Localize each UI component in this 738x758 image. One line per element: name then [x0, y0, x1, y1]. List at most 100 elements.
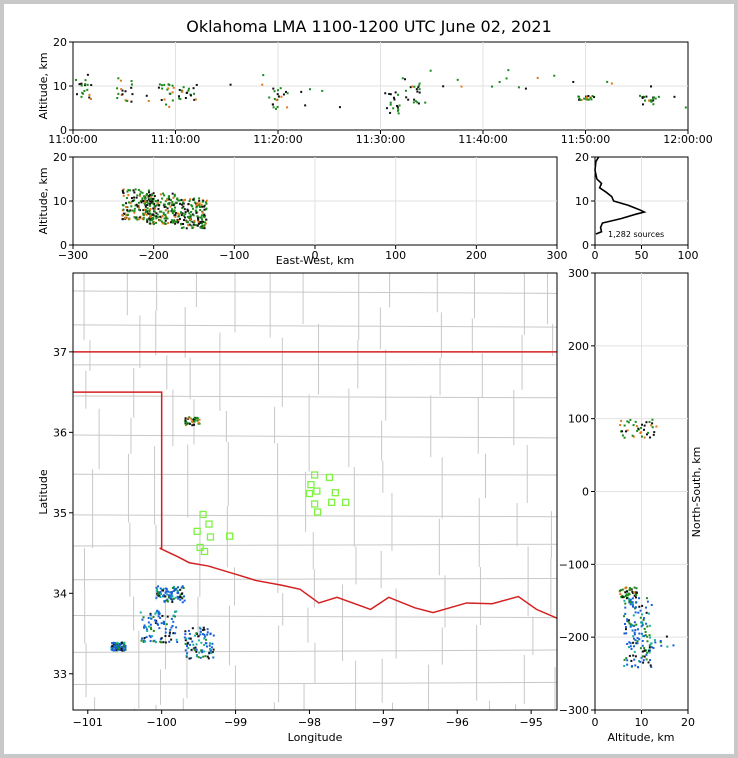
source-point [184, 198, 187, 201]
source-point [134, 204, 137, 207]
source-point [198, 204, 201, 207]
source-point [159, 591, 162, 594]
source-point [625, 593, 628, 596]
source-point [203, 221, 206, 224]
source-point [651, 426, 654, 429]
source-point [640, 632, 643, 635]
source-point [206, 633, 209, 636]
source-point [166, 207, 169, 210]
source-point [177, 215, 180, 218]
source-point [629, 601, 632, 604]
source-point [642, 103, 645, 106]
source-point [171, 84, 174, 87]
source-point [208, 644, 211, 647]
source-point [631, 602, 634, 605]
time-tick-label: 12:00:00 [663, 133, 712, 146]
source-point [202, 629, 205, 632]
altitude-tick-label: 0 [60, 124, 67, 137]
source-point [204, 635, 207, 638]
source-point [645, 611, 648, 614]
source-point [197, 220, 200, 223]
source-point [143, 624, 146, 627]
source-point [141, 191, 144, 194]
source-point [127, 194, 130, 197]
source-point [640, 435, 643, 438]
source-point [174, 588, 177, 591]
source-point [164, 634, 167, 637]
source-point [165, 217, 168, 220]
source-point [272, 106, 275, 109]
source-point [633, 586, 636, 589]
source-point [130, 200, 133, 203]
source-point [156, 591, 159, 594]
source-point [659, 639, 662, 642]
source-point [174, 211, 177, 214]
source-point [623, 658, 626, 661]
source-point [172, 598, 175, 601]
source-point [626, 643, 629, 646]
source-point [142, 218, 145, 221]
source-point [88, 93, 91, 96]
source-point [151, 199, 154, 202]
source-point [114, 648, 117, 651]
source-point [195, 632, 198, 635]
source-point [650, 85, 653, 88]
ew-altitude-y-ticks: 0 10 20 [53, 151, 73, 252]
source-point [122, 194, 125, 197]
source-point [121, 204, 124, 207]
source-point [647, 650, 650, 653]
source-point [634, 611, 637, 614]
source-point [147, 202, 150, 205]
plan-view-panel: −101 −100 −99 −98 −97 −96 −95 33 34 35 36 37 Longi… [37, 272, 558, 744]
source-point [624, 591, 627, 594]
source-point [168, 105, 171, 108]
source-point [121, 89, 124, 92]
source-point [162, 203, 165, 206]
source-point [177, 219, 180, 222]
source-point [553, 74, 556, 77]
source-point [149, 200, 152, 203]
source-point [623, 436, 626, 439]
source-point [150, 628, 153, 631]
source-point [195, 643, 198, 646]
source-point [618, 589, 621, 592]
source-point [133, 207, 136, 210]
source-point [157, 585, 160, 588]
source-point [112, 645, 115, 648]
source-point [635, 594, 638, 597]
source-point [644, 634, 647, 637]
source-point [286, 106, 289, 109]
source-point [185, 423, 188, 426]
source-point [639, 609, 642, 612]
source-point [194, 98, 197, 101]
source-point [203, 213, 206, 216]
source-point [273, 90, 276, 93]
source-point [629, 625, 632, 628]
source-point [122, 645, 125, 648]
source-point [652, 98, 655, 101]
source-point [424, 101, 427, 104]
source-point [117, 647, 120, 650]
source-point [140, 201, 143, 204]
county-line [73, 324, 557, 328]
station-marker [206, 533, 215, 541]
source-point [185, 654, 188, 657]
source-point [122, 191, 125, 194]
source-point [624, 594, 627, 597]
source-point [181, 212, 184, 215]
source-point [634, 606, 637, 609]
source-point [652, 103, 655, 106]
source-point [632, 635, 635, 638]
source-point [199, 216, 202, 219]
count-tick-label: 100 [678, 249, 699, 262]
source-point [648, 648, 651, 651]
source-point [632, 614, 635, 617]
source-point [163, 217, 166, 220]
source-point [200, 203, 203, 206]
source-point [197, 217, 200, 220]
source-point [164, 213, 167, 216]
county-line [73, 514, 557, 518]
source-point [635, 623, 638, 626]
source-point [580, 99, 583, 102]
station-marker [331, 489, 339, 497]
